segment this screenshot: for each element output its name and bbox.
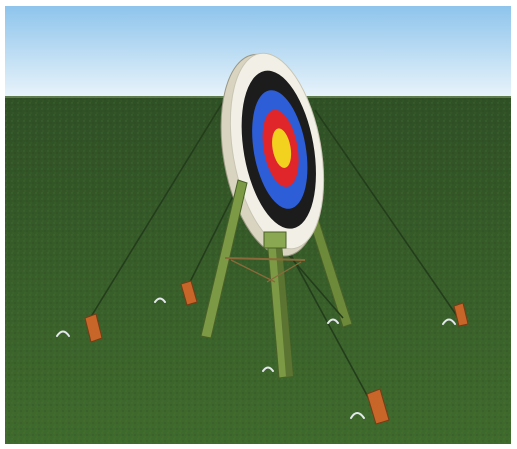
hook-right xyxy=(442,318,456,325)
stand-front-legs xyxy=(200,179,306,379)
archery-target xyxy=(220,52,325,257)
hook-left xyxy=(56,330,70,337)
stand-center-leg-shade xyxy=(275,238,293,377)
guy-ropes xyxy=(88,91,458,411)
stakes xyxy=(84,280,469,425)
ring-gold xyxy=(272,128,292,168)
stand-top-bracket xyxy=(263,231,287,249)
stake-left-rear xyxy=(180,280,198,306)
hook-front xyxy=(350,412,365,419)
hook-back-leg xyxy=(327,318,339,324)
stand-crossbar xyxy=(224,257,306,261)
stand-brace-1 xyxy=(230,259,276,283)
rope-right xyxy=(314,109,458,317)
stand-brace-2 xyxy=(266,261,302,283)
archery-target-scene xyxy=(5,6,511,444)
hook-center-leg xyxy=(262,366,274,372)
stake-right xyxy=(453,302,469,327)
stand-left-leg xyxy=(200,179,248,339)
stake-front xyxy=(366,388,390,425)
stake-left xyxy=(84,313,103,343)
rope-left xyxy=(88,91,230,321)
rope-left-rear xyxy=(184,195,234,293)
ground-hooks xyxy=(56,297,456,419)
rope-front-right-2 xyxy=(278,243,344,319)
rope-front-right xyxy=(284,243,376,411)
hook-left-rear xyxy=(154,297,166,303)
